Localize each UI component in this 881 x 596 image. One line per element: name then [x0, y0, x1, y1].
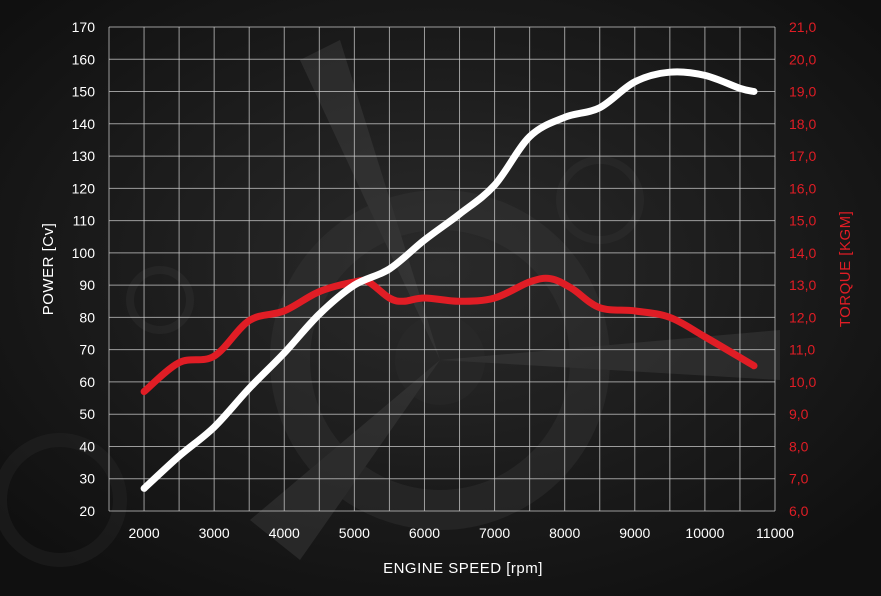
y-tick-label-torque: 16,0	[789, 180, 816, 196]
y-tick-label-torque: 15,0	[789, 213, 816, 229]
y-tick-label-torque: 12,0	[789, 309, 816, 325]
y-tick-label-torque: 13,0	[789, 277, 816, 293]
x-tick-label: 9000	[619, 525, 650, 541]
y-tick-label-torque: 17,0	[789, 148, 816, 164]
x-tick-label: 10000	[685, 525, 724, 541]
x-tick-label: 7000	[479, 525, 510, 541]
y-tick-label-power: 120	[72, 180, 96, 196]
x-tick-label: 3000	[199, 525, 230, 541]
y-tick-label-power: 110	[73, 213, 96, 229]
y-axis-title-torque: TORQUE [KGM]	[837, 211, 854, 328]
y-axis-title-power: POWER [Cv]	[40, 223, 57, 316]
x-tick-label: 8000	[549, 525, 580, 541]
y-tick-label-torque: 14,0	[789, 245, 816, 261]
y-tick-label-power: 50	[79, 406, 95, 422]
series	[140, 68, 758, 492]
y-tick-label-torque: 10,0	[789, 374, 816, 390]
y-tick-label-torque: 8,0	[789, 438, 809, 454]
y-tick-label-power: 20	[79, 503, 95, 519]
y-tick-label-power: 40	[79, 438, 95, 454]
y-tick-label-power: 130	[72, 148, 96, 164]
y-tick-label-power: 60	[79, 374, 95, 390]
y-tick-label-torque: 18,0	[789, 116, 816, 132]
y-tick-label-power: 170	[72, 19, 96, 35]
y-tick-label-torque: 21,0	[789, 19, 816, 35]
y-tick-label-torque: 9,0	[789, 406, 809, 422]
y-tick-label-power: 30	[79, 471, 95, 487]
y-tick-label-torque: 6,0	[789, 503, 809, 519]
x-tick-label: 2000	[128, 525, 159, 541]
y-tick-label-torque: 20,0	[789, 51, 816, 67]
x-tick-label: 5000	[339, 525, 370, 541]
y-tick-label-torque: 11,0	[789, 342, 815, 358]
power-curve	[140, 68, 758, 492]
y-tick-label-power: 140	[72, 116, 96, 132]
y-tick-label-power: 90	[79, 277, 95, 293]
y-tick-label-power: 100	[72, 245, 96, 261]
tick-labels: 20 30 40 50 60 70 80 90 100 110 120 130 140 150 160 170…	[72, 19, 817, 541]
x-tick-label: 6000	[409, 525, 440, 541]
y-tick-label-power: 70	[79, 342, 95, 358]
y-tick-label-power: 160	[72, 51, 96, 67]
y-tick-label-torque: 7,0	[789, 471, 809, 487]
y-tick-label-power: 80	[79, 309, 95, 325]
torque-curve	[140, 274, 758, 396]
x-tick-label: 11000	[756, 525, 794, 541]
x-tick-label: 4000	[269, 525, 300, 541]
y-tick-label-power: 150	[72, 84, 96, 100]
x-axis-title: ENGINE SPEED [rpm]	[383, 560, 543, 577]
y-tick-label-torque: 19,0	[789, 84, 816, 100]
